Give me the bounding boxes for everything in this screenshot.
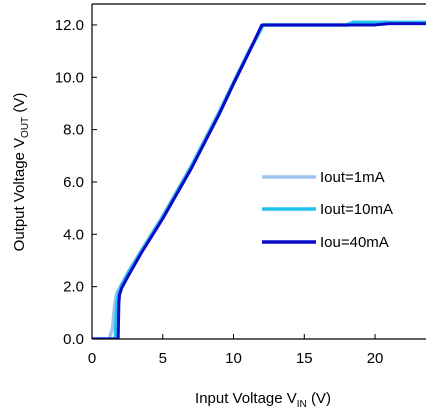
x-tick-label: 5 — [159, 350, 167, 367]
axes — [91, 3, 426, 340]
axis-titles: Input Voltage VIN (V)Output Voltage VOUT… — [11, 93, 331, 410]
x-tick-label: 15 — [296, 350, 313, 367]
y-tick-label: 6.0 — [63, 174, 84, 191]
x-axis-title-subscript: IN — [297, 399, 307, 410]
x-axis-title-unit: (V) — [307, 390, 331, 407]
legend-label-3: Iou=40mA — [320, 234, 389, 251]
legend: Iout=1mA Iout=10mA Iou=40mA — [262, 169, 393, 251]
y-tick-label: 10.0 — [55, 69, 84, 86]
y-axis-title-unit: (V) — [11, 93, 28, 117]
tick-marks-and-labels: 0.0 2.0 4.0 6.0 8.0 10.0 12.0 0 5 10 15 20 — [55, 17, 384, 367]
series-line-3 — [92, 22, 426, 339]
y-tick-label: 0.0 — [63, 331, 84, 348]
y-tick-label: 12.0 — [55, 17, 84, 34]
x-axis-title: Input Voltage VIN (V) — [195, 390, 331, 410]
x-tick-label: 10 — [225, 350, 242, 367]
legend-label-1: Iout=1mA — [320, 169, 385, 186]
y-tick-label: 2.0 — [63, 279, 84, 296]
x-tick-label: 20 — [367, 350, 384, 367]
x-tick-label: 0 — [88, 350, 96, 367]
y-tick-label: 8.0 — [63, 122, 84, 139]
y-axis-title: Output Voltage VOUT (V) — [11, 93, 31, 252]
y-axis-title-main: Output Voltage V — [11, 138, 28, 251]
x-axis-title-main: Input Voltage V — [195, 390, 297, 407]
y-axis-title-subscript: OUT — [20, 117, 31, 138]
plot-area — [92, 20, 426, 339]
y-tick-label: 4.0 — [63, 226, 84, 243]
legend-label-2: Iout=10mA — [320, 201, 393, 218]
